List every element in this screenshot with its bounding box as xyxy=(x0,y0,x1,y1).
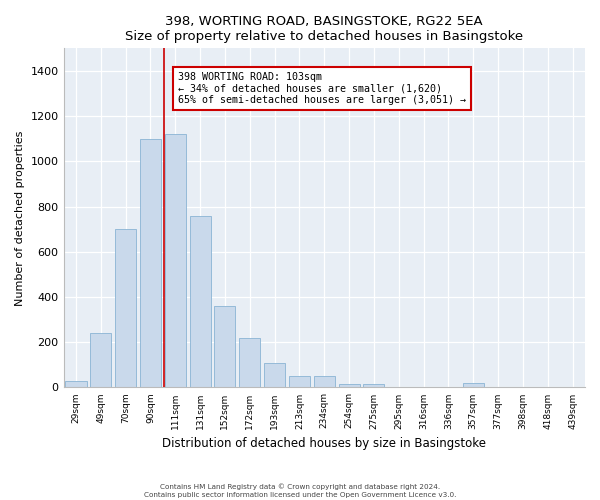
Bar xyxy=(289,376,310,388)
Bar xyxy=(239,338,260,388)
Bar xyxy=(338,384,359,388)
Bar xyxy=(115,229,136,388)
Y-axis label: Number of detached properties: Number of detached properties xyxy=(15,130,25,306)
Bar xyxy=(214,306,235,388)
Bar xyxy=(364,384,385,388)
Bar xyxy=(314,376,335,388)
Title: 398, WORTING ROAD, BASINGSTOKE, RG22 5EA
Size of property relative to detached h: 398, WORTING ROAD, BASINGSTOKE, RG22 5EA… xyxy=(125,15,523,43)
Bar xyxy=(264,362,285,388)
Bar xyxy=(140,139,161,388)
Bar xyxy=(463,384,484,388)
Text: Contains HM Land Registry data © Crown copyright and database right 2024.
Contai: Contains HM Land Registry data © Crown c… xyxy=(144,484,456,498)
Bar xyxy=(65,381,86,388)
X-axis label: Distribution of detached houses by size in Basingstoke: Distribution of detached houses by size … xyxy=(162,437,486,450)
Bar xyxy=(165,134,186,388)
Bar xyxy=(90,333,112,388)
Text: 398 WORTING ROAD: 103sqm
← 34% of detached houses are smaller (1,620)
65% of sem: 398 WORTING ROAD: 103sqm ← 34% of detach… xyxy=(178,72,466,106)
Bar xyxy=(190,216,211,388)
